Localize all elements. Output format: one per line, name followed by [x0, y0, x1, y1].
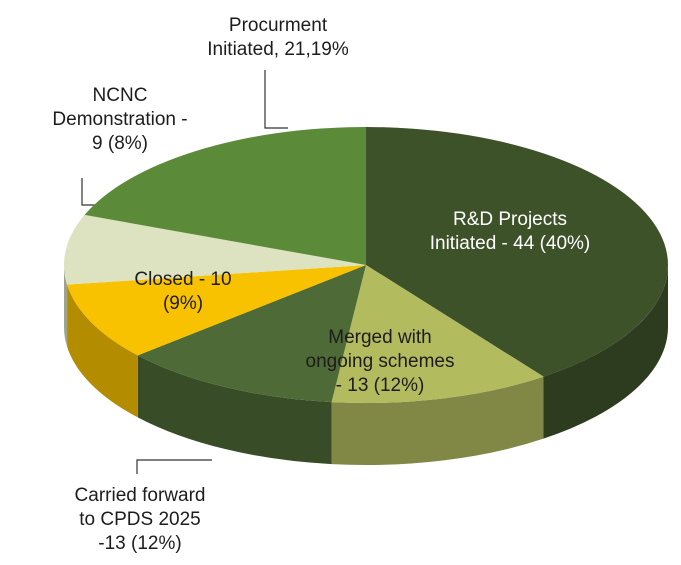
data-label: (9%) — [163, 293, 203, 314]
data-label: Initiated, 21,19% — [207, 39, 349, 60]
data-label: to CPDS 2025 — [79, 509, 200, 530]
slice-side — [67, 284, 138, 418]
leader-line — [264, 70, 288, 129]
slice — [137, 265, 366, 403]
slice-side — [64, 265, 68, 347]
leader-line — [136, 459, 212, 474]
data-label: ongoing schemes — [306, 351, 455, 372]
data-label: Demonstration - — [52, 109, 187, 130]
slice — [64, 214, 367, 285]
data-label: R&D Projects — [453, 209, 567, 230]
slice-side — [137, 355, 332, 465]
data-label: 9 (8%) — [92, 133, 148, 154]
slice-side — [331, 376, 544, 466]
slice — [366, 127, 669, 377]
data-label: Closed - 10 — [134, 269, 231, 290]
data-label: Merged with — [328, 327, 432, 348]
data-label: Initiated - 44 (40%) — [430, 233, 591, 254]
data-label: Carried forward — [75, 485, 206, 506]
data-label: - 13 (12%) — [336, 375, 425, 396]
data-label: Procurment — [229, 15, 328, 36]
slice — [84, 127, 367, 265]
slice — [67, 265, 367, 356]
slice — [331, 265, 544, 403]
data-label: -13 (12%) — [98, 533, 181, 554]
data-label: NCNC — [93, 85, 148, 106]
slice-side — [543, 265, 668, 439]
